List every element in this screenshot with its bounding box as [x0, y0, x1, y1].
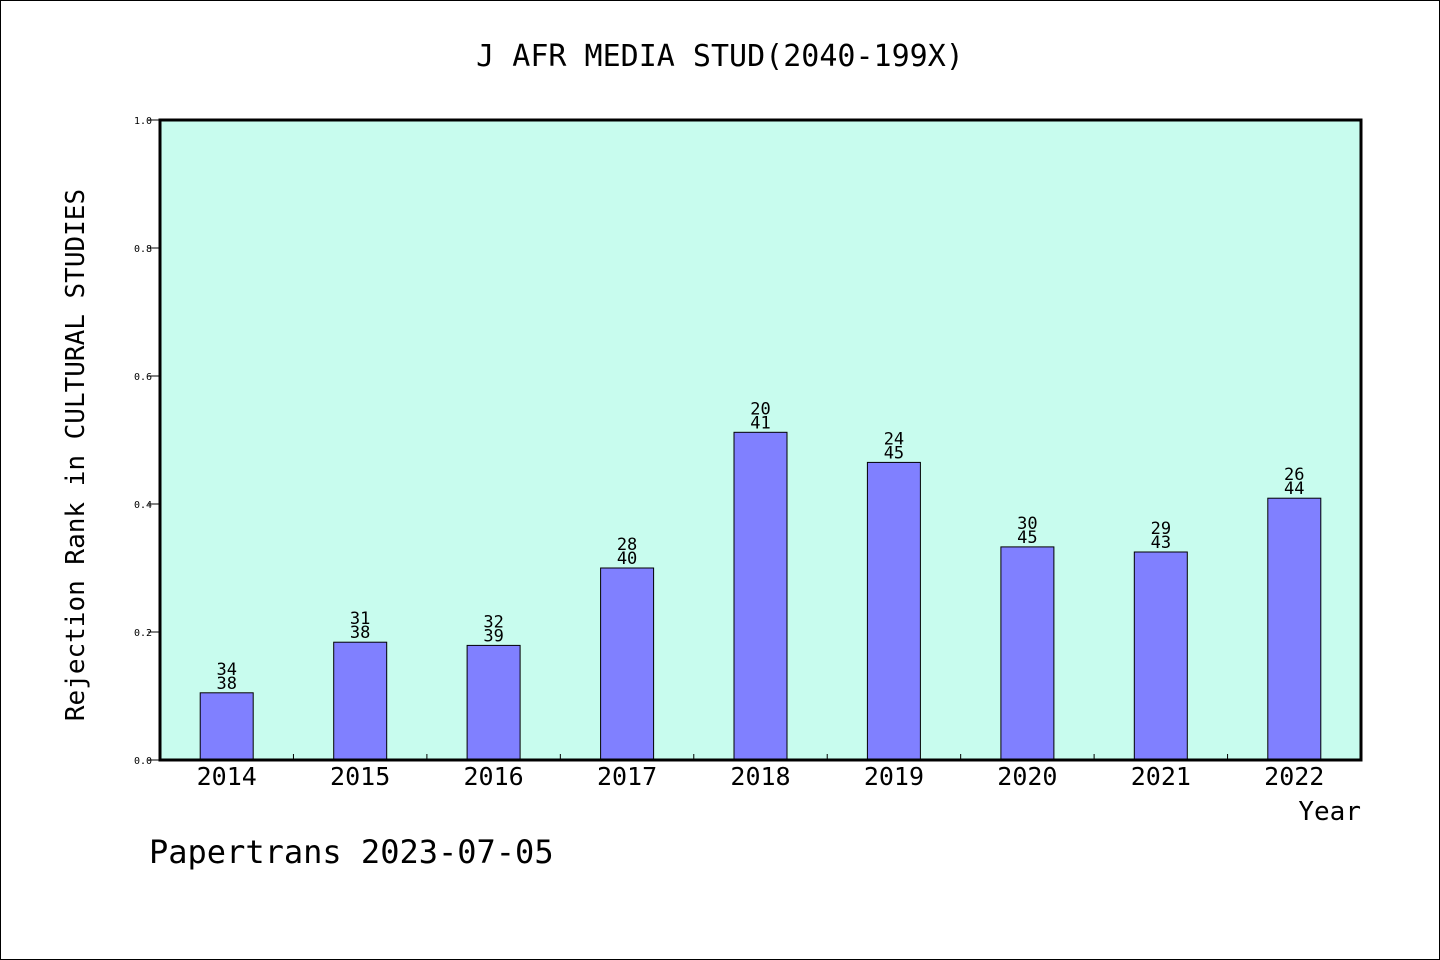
y-tick-label: 1.0 — [134, 116, 152, 127]
bar-label-bottom-2019: 45 — [884, 443, 904, 463]
bar-label-bottom-2014: 38 — [216, 674, 236, 694]
y-tick-label: 0.6 — [134, 372, 152, 383]
x-tick-label-2020: 2020 — [997, 762, 1057, 791]
y-axis-ticks: 0.0 0.2 0.4 0.6 0.8 1.0 — [134, 116, 160, 767]
bar-2020 — [1000, 546, 1055, 761]
x-tick-label-2019: 2019 — [864, 762, 924, 791]
bar-label-bottom-2018: 41 — [750, 413, 770, 433]
x-axis-label: Year — [1298, 797, 1361, 827]
x-tick-label-2014: 2014 — [197, 762, 257, 791]
footer-credit: Papertrans 2023-07-05 — [149, 833, 554, 871]
bar-2021 — [1133, 551, 1188, 761]
bar-2022 — [1267, 497, 1322, 761]
bar-label-top-2016: 32 — [483, 612, 503, 632]
bar-label-top-2018: 20 — [750, 399, 770, 419]
y-axis-label: Rejection Rank in CULTURAL STUDIES — [61, 189, 91, 721]
y-tick-label: 0.2 — [134, 628, 152, 639]
x-tick-label-2017: 2017 — [597, 762, 657, 791]
x-tick-label-2015: 2015 — [330, 762, 390, 791]
x-axis-ticks: 2014 2015 2016 2017 2018 2019 2020 2021 2022 — [197, 754, 1324, 791]
bars-group — [199, 431, 1322, 761]
bar-2018 — [733, 431, 788, 761]
y-tick-label: 0.8 — [134, 244, 152, 255]
x-tick-label-2021: 2021 — [1131, 762, 1191, 791]
bar-label-top-2019: 24 — [884, 429, 904, 449]
bar-label-top-2020: 30 — [1017, 514, 1037, 534]
bar-2017 — [600, 567, 655, 761]
x-tick-label-2016: 2016 — [464, 762, 524, 791]
x-tick-label-2022: 2022 — [1264, 762, 1324, 791]
y-tick-label: 0.0 — [134, 756, 152, 767]
y-tick-label: 0.4 — [134, 500, 152, 511]
bar-label-top-2015: 31 — [350, 609, 370, 629]
x-tick-label-2018: 2018 — [730, 762, 790, 791]
bar-label-bottom-2015: 38 — [350, 623, 370, 643]
bar-label-bottom-2017: 40 — [617, 549, 637, 569]
bar-2015 — [333, 641, 388, 761]
bar-2019 — [866, 461, 921, 761]
plot-border — [158, 118, 1363, 762]
bar-label-bottom-2020: 45 — [1017, 528, 1037, 548]
bar-label-top-2017: 28 — [617, 535, 637, 555]
bar-2014 — [199, 692, 254, 761]
bar-2016 — [466, 644, 521, 761]
bar-label-bottom-2016: 39 — [483, 626, 503, 646]
bar-label-top-2021: 29 — [1151, 519, 1171, 539]
chart-title: J AFR MEDIA STUD(2040-199X) — [476, 39, 964, 74]
bar-label-bottom-2021: 43 — [1151, 533, 1171, 553]
bar-label-bottom-2022: 44 — [1284, 479, 1304, 499]
bar-label-top-2014: 34 — [216, 660, 236, 680]
bar-label-top-2022: 26 — [1284, 465, 1304, 485]
